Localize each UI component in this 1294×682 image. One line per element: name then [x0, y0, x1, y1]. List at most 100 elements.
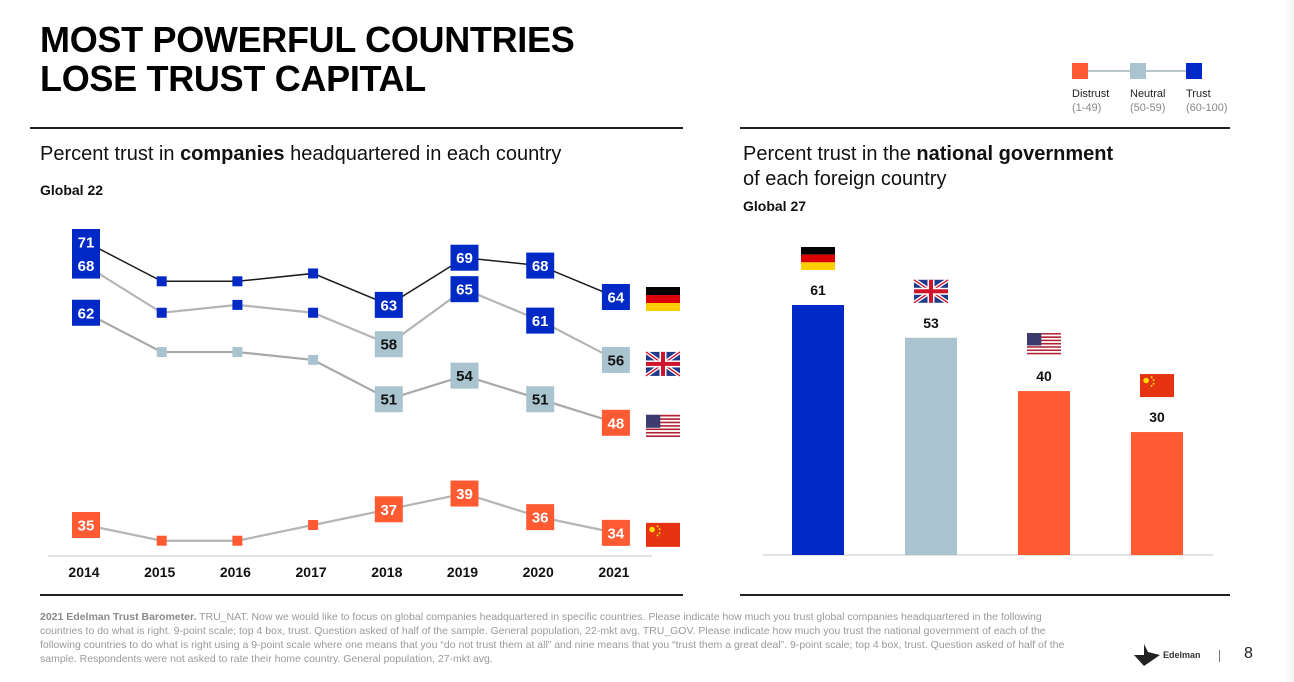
flag-stripe: [646, 418, 680, 420]
data-label: 71: [78, 235, 95, 252]
flag-stripe: [1027, 351, 1061, 353]
subtitle-emphasis: companies: [180, 143, 285, 165]
bar-value-label: 30: [1149, 409, 1165, 425]
data-label-box: [601, 519, 630, 546]
flag-star: [1152, 379, 1155, 382]
flag-star: [658, 528, 661, 531]
legend-label-distrust: Distrust: [1072, 88, 1110, 100]
flag-stripe: [646, 421, 680, 424]
data-label-box: [72, 512, 100, 538]
flag-stripe: [646, 287, 680, 296]
flag-star: [656, 525, 659, 528]
government-trust-bar-chart: 61 53 40 30: [763, 247, 1213, 556]
legend-swatch-trust: [1186, 63, 1202, 79]
x-tick-label: 2021: [598, 564, 629, 580]
bar-value-label: 53: [923, 315, 939, 331]
flag-cross-red: [646, 361, 680, 366]
flag-canton: [1027, 333, 1042, 346]
flag-de-icon: [646, 287, 680, 312]
x-tick-label: 2019: [447, 564, 478, 580]
data-label-box: [450, 276, 479, 303]
flag-stripe: [646, 416, 680, 419]
footnote: 2021 Edelman Trust Barometer. TRU_NAT. N…: [40, 610, 1080, 666]
flag-stripe: [646, 425, 680, 427]
data-label: 51: [380, 392, 397, 409]
data-point-marker: [232, 535, 243, 546]
data-label-box: [450, 362, 479, 389]
flag-stripe: [1027, 349, 1061, 352]
flag-stripe: [801, 254, 835, 263]
x-tick-label: 2017: [296, 564, 327, 580]
data-point-marker: [156, 535, 167, 546]
flag-stripe: [646, 431, 680, 434]
flag-stripe: [801, 247, 835, 255]
data-label-box: [72, 252, 100, 279]
data-label-box: [601, 346, 630, 373]
flag-stripe: [646, 433, 680, 436]
flag-star: [656, 534, 659, 537]
data-label-box: [72, 299, 100, 326]
flag-cn-icon: [646, 522, 680, 547]
flag-us-icon: [646, 414, 680, 439]
legend-label-trust: Trust: [1186, 88, 1211, 100]
data-label-box: [526, 386, 555, 413]
flag-field: [1140, 374, 1174, 398]
flag-stripe: [1027, 344, 1061, 347]
footnote-source: 2021 Edelman Trust Barometer.: [40, 611, 197, 623]
bar-cn: [1131, 432, 1183, 555]
data-point-marker: [156, 307, 167, 318]
data-label: 64: [608, 290, 625, 307]
data-point-marker: [308, 307, 319, 318]
x-tick-label: 2020: [523, 564, 554, 580]
flag-cross-red: [914, 289, 948, 294]
subtitle-text: Percent trust in: [40, 143, 181, 165]
data-label: 58: [380, 337, 397, 354]
slide-title-line1: MOST POWERFUL COUNTRIES: [40, 19, 575, 60]
data-label-box: [526, 504, 555, 531]
flag-uk-icon: [644, 350, 682, 378]
legend-range-trust: (60-100): [1186, 102, 1228, 114]
bar-value-label: 40: [1036, 368, 1052, 384]
data-label: 34: [608, 525, 625, 542]
flag-stripe: [801, 262, 835, 270]
bar-value-label: 61: [810, 282, 826, 298]
subtitle-text: headquartered in each country: [284, 143, 562, 165]
flag-stripe: [1027, 354, 1061, 357]
flag-stripe: [1027, 339, 1061, 342]
flag-star: [658, 531, 661, 534]
data-label-box: [374, 291, 403, 318]
slide-title: MOST POWERFUL COUNTRIES LOSE TRUST CAPIT…: [40, 19, 575, 99]
left-chart-subtitle: Percent trust in companies headquartered…: [40, 142, 561, 167]
data-label: 69: [456, 250, 473, 267]
data-label-box: [526, 252, 555, 279]
data-label-box: [526, 307, 555, 334]
flag-star: [1143, 377, 1149, 384]
left-bottom-divider: [40, 594, 683, 596]
left-top-divider: [30, 127, 683, 129]
data-label-box: [450, 244, 479, 271]
data-label: 51: [532, 392, 549, 409]
flag-stripe: [646, 303, 680, 312]
flag-star: [1152, 382, 1155, 385]
data-point-marker: [232, 276, 243, 287]
flag-stripe: [646, 437, 680, 439]
x-tick-label: 2015: [144, 564, 175, 580]
data-label: 61: [532, 313, 549, 330]
flag-stripe: [646, 414, 680, 417]
data-label: 36: [532, 510, 549, 527]
data-label-box: [374, 496, 403, 523]
flag-stripe: [1027, 342, 1061, 345]
x-tick-label: 2018: [371, 564, 402, 580]
flag-stripe: [1027, 341, 1061, 343]
trust-legend: Distrust Neutral Trust (1-49) (50-59) (6…: [1068, 60, 1248, 120]
slide-title-line2: LOSE TRUST CAPITAL: [40, 58, 426, 99]
data-label: 68: [78, 258, 95, 275]
data-label-box: [601, 284, 630, 311]
page-edge-shadow: [1284, 0, 1294, 682]
bar-uk: [905, 337, 957, 555]
flag-star: [1150, 385, 1153, 388]
x-tick-label: 2014: [68, 564, 99, 580]
bar-us: [1018, 391, 1070, 555]
flag-star: [1150, 376, 1153, 379]
legend-swatch-neutral: [1130, 63, 1146, 79]
